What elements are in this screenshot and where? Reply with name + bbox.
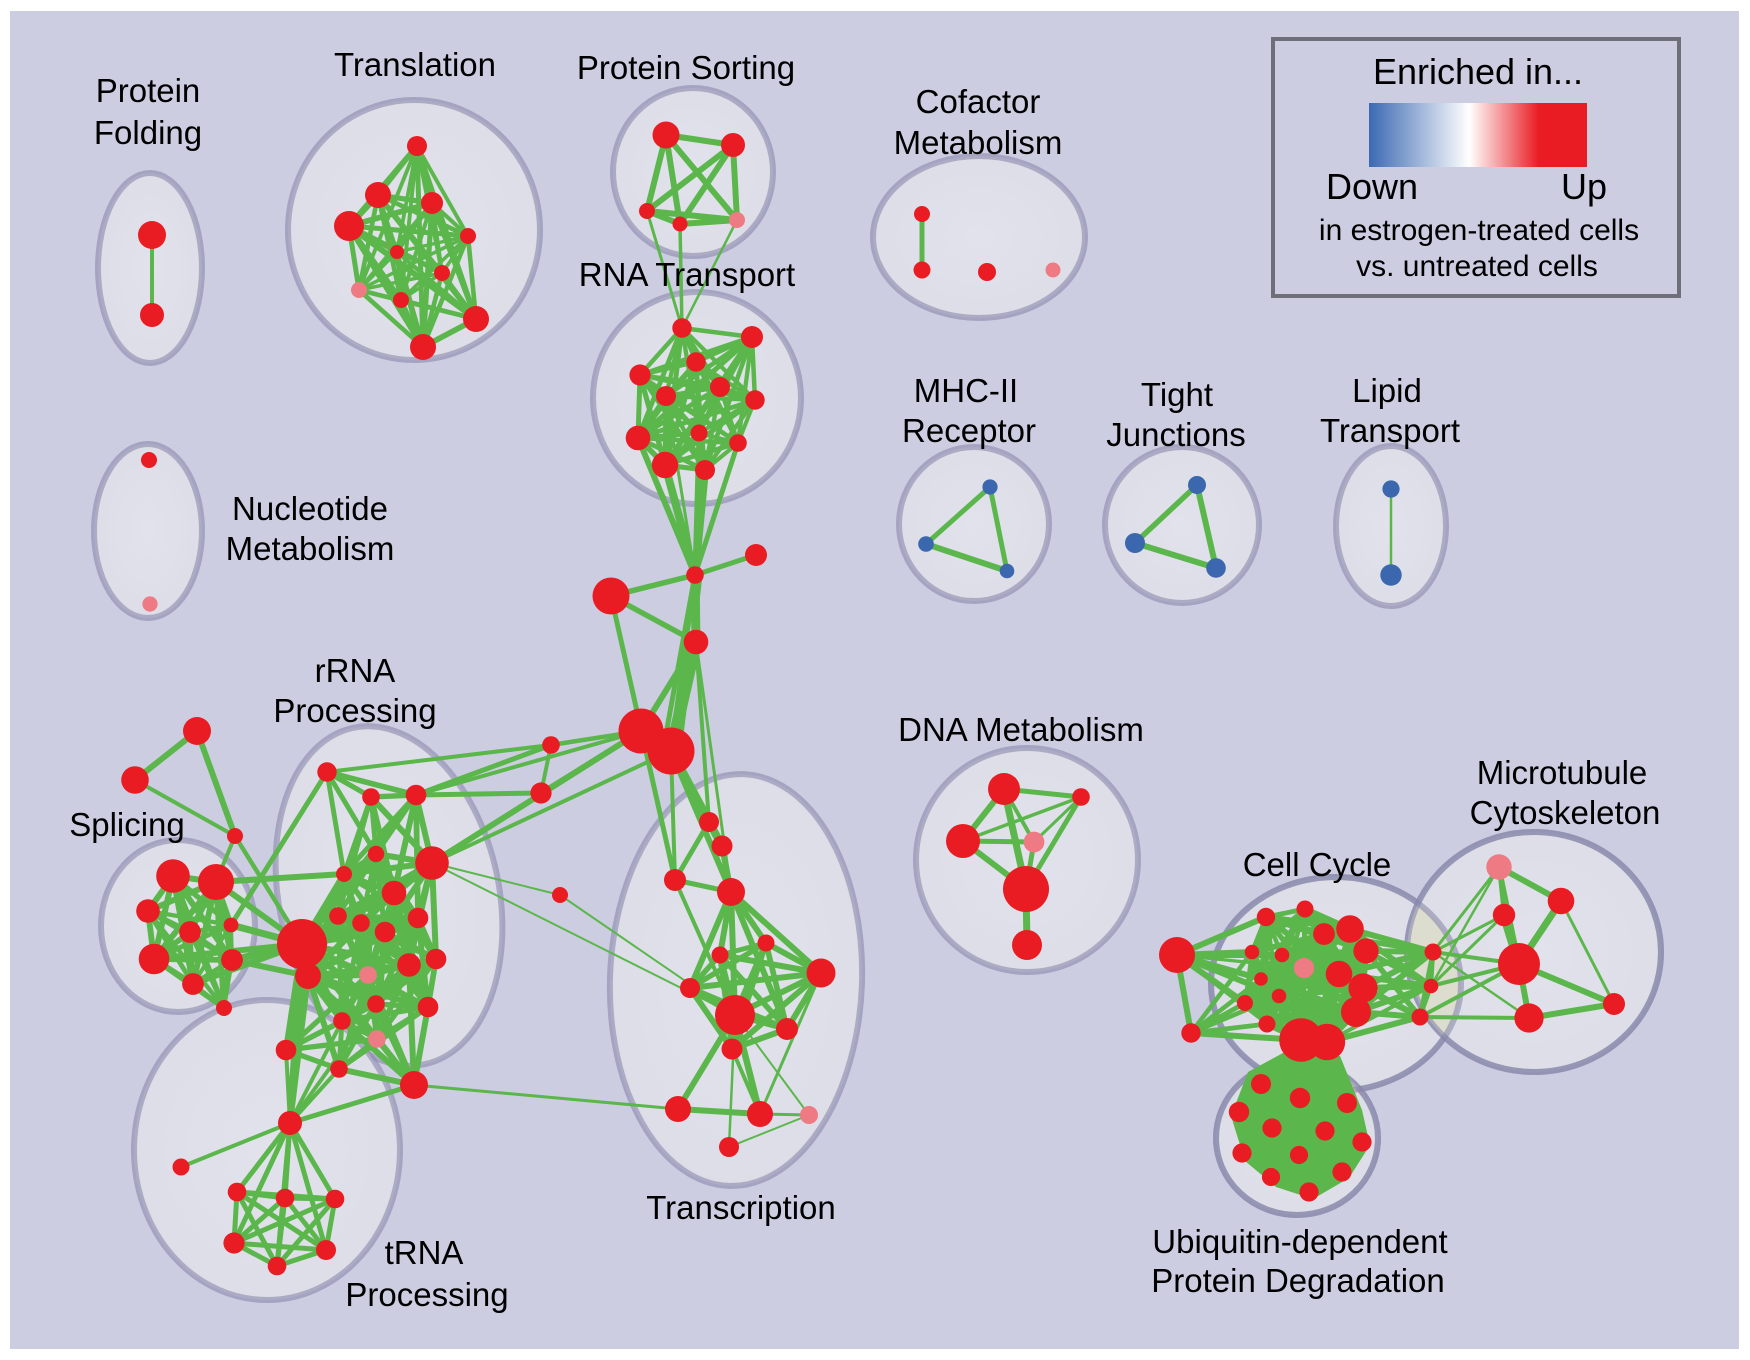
svg-text:Ubiquitin-dependent: Ubiquitin-dependent bbox=[1152, 1223, 1447, 1260]
svg-text:Cofactor: Cofactor bbox=[916, 83, 1041, 120]
svg-text:Tight: Tight bbox=[1141, 376, 1213, 413]
svg-text:Enriched in...: Enriched in... bbox=[1373, 51, 1583, 92]
svg-text:Cytoskeleton: Cytoskeleton bbox=[1470, 794, 1661, 831]
svg-text:RNA Transport: RNA Transport bbox=[579, 256, 795, 293]
svg-text:Processing: Processing bbox=[345, 1276, 508, 1313]
svg-text:Translation: Translation bbox=[334, 46, 496, 83]
svg-text:Metabolism: Metabolism bbox=[894, 124, 1063, 161]
svg-text:Protein Degradation: Protein Degradation bbox=[1151, 1262, 1445, 1299]
svg-text:tRNA: tRNA bbox=[385, 1234, 464, 1271]
svg-text:DNA Metabolism: DNA Metabolism bbox=[898, 711, 1144, 748]
svg-text:Microtubule: Microtubule bbox=[1477, 754, 1648, 791]
svg-text:MHC-II: MHC-II bbox=[914, 372, 1018, 409]
svg-text:Metabolism: Metabolism bbox=[226, 530, 395, 567]
svg-text:Nucleotide: Nucleotide bbox=[232, 490, 388, 527]
svg-text:Up: Up bbox=[1561, 166, 1607, 207]
svg-text:Processing: Processing bbox=[273, 692, 436, 729]
svg-text:Junctions: Junctions bbox=[1106, 416, 1245, 453]
svg-text:Protein Sorting: Protein Sorting bbox=[577, 49, 795, 86]
svg-text:Down: Down bbox=[1326, 166, 1418, 207]
svg-text:Cell Cycle: Cell Cycle bbox=[1243, 846, 1392, 883]
svg-text:Transport: Transport bbox=[1320, 412, 1460, 449]
svg-text:in estrogen-treated cells: in estrogen-treated cells bbox=[1319, 214, 1639, 247]
svg-text:Receptor: Receptor bbox=[902, 412, 1036, 449]
svg-text:Transcription: Transcription bbox=[646, 1189, 836, 1226]
svg-text:Folding: Folding bbox=[94, 114, 202, 151]
svg-text:Splicing: Splicing bbox=[69, 806, 185, 843]
svg-text:Protein: Protein bbox=[96, 72, 201, 109]
svg-text:vs. untreated cells: vs. untreated cells bbox=[1356, 250, 1598, 283]
svg-text:Lipid: Lipid bbox=[1352, 372, 1422, 409]
svg-text:rRNA: rRNA bbox=[315, 652, 396, 689]
